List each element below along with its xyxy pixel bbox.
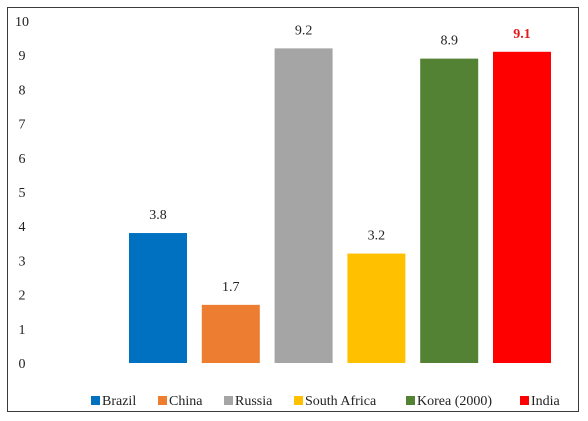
bar-russia	[274, 48, 333, 364]
legend-label: Russia	[235, 394, 273, 409]
y-tick-label: 10	[15, 15, 29, 30]
data-label: 3.2	[368, 229, 386, 244]
y-tick-label: 0	[19, 357, 26, 372]
legend-label: Brazil	[102, 394, 136, 409]
legend-swatch	[406, 396, 415, 405]
legend-label: Korea (2000)	[417, 394, 492, 409]
bar-brazil	[129, 233, 187, 363]
legend-swatch	[224, 396, 233, 405]
bar-india	[493, 51, 551, 363]
legend-swatch	[294, 396, 303, 405]
legend-label: India	[531, 394, 561, 409]
y-tick-label: 9	[19, 49, 26, 64]
legend-swatch	[520, 396, 529, 405]
y-tick-label: 3	[19, 254, 26, 269]
legend-swatch	[158, 396, 167, 405]
data-label: 9.1	[513, 27, 531, 42]
bar-korea-2000	[420, 58, 479, 364]
y-tick-label: 8	[19, 83, 26, 98]
legend-swatch	[91, 396, 100, 405]
y-tick-label: 5	[19, 186, 26, 201]
legend-label: South Africa	[305, 394, 377, 409]
data-label: 3.8	[149, 208, 167, 223]
data-label: 1.7	[222, 280, 240, 295]
y-tick-label: 6	[19, 152, 26, 167]
data-label: 9.2	[295, 23, 313, 38]
y-tick-label: 1	[19, 323, 26, 338]
bar-china	[201, 304, 260, 363]
legend-label: China	[169, 394, 203, 409]
y-tick-label: 4	[19, 220, 26, 235]
data-label: 8.9	[440, 34, 458, 49]
y-tick-label: 7	[19, 118, 26, 133]
y-tick-label: 2	[19, 289, 26, 304]
bar-south-africa	[347, 253, 406, 363]
